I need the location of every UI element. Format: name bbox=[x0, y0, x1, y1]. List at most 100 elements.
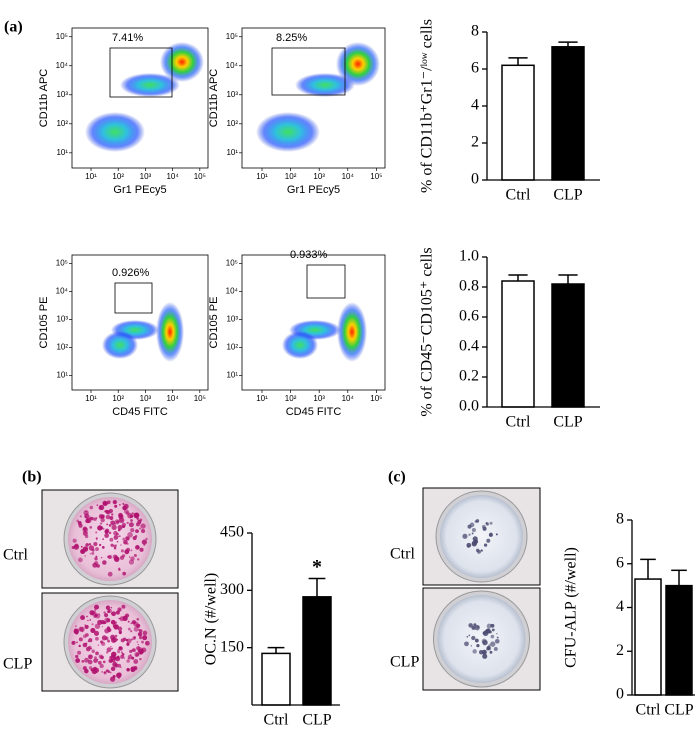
stain bbox=[471, 527, 476, 533]
stain bbox=[484, 630, 486, 632]
y-tick-label: 6 bbox=[616, 554, 624, 571]
stain bbox=[87, 659, 93, 665]
bar bbox=[634, 578, 662, 696]
event-cloud bbox=[156, 302, 184, 362]
stain bbox=[77, 650, 82, 655]
stain bbox=[134, 535, 138, 538]
stain bbox=[118, 517, 125, 524]
y-tick-label: 4 bbox=[616, 598, 624, 615]
photo-label: CLP bbox=[390, 654, 419, 671]
stain bbox=[120, 638, 125, 643]
stain bbox=[95, 636, 99, 641]
stain bbox=[115, 656, 121, 662]
stain bbox=[86, 615, 88, 618]
photo-label: CLP bbox=[3, 656, 32, 673]
stain bbox=[92, 562, 98, 568]
annotation: * bbox=[312, 556, 322, 578]
stain bbox=[102, 560, 107, 565]
stain bbox=[101, 626, 103, 628]
stain bbox=[130, 549, 133, 552]
stain bbox=[110, 543, 114, 547]
stain bbox=[119, 555, 125, 560]
stain bbox=[127, 620, 130, 623]
stain bbox=[89, 610, 95, 616]
stain bbox=[111, 647, 113, 650]
stain bbox=[139, 547, 144, 552]
stain bbox=[112, 659, 116, 663]
stain bbox=[143, 544, 146, 547]
stain bbox=[112, 499, 117, 505]
photo-label: Ctrl bbox=[3, 547, 28, 564]
stain bbox=[123, 540, 128, 545]
stain bbox=[474, 625, 480, 631]
stain bbox=[95, 547, 99, 551]
x-axis-label: Gr1 PEcy5 bbox=[113, 184, 166, 196]
stain bbox=[84, 657, 89, 663]
stain bbox=[76, 519, 79, 523]
stain bbox=[109, 516, 114, 520]
stain bbox=[110, 645, 112, 648]
y-axis-label: CD11b APC bbox=[208, 69, 220, 128]
stain bbox=[135, 646, 140, 651]
x-tick-label: 10² bbox=[285, 172, 297, 181]
stain bbox=[136, 617, 140, 621]
stain bbox=[125, 536, 130, 541]
dish bbox=[437, 595, 526, 683]
stain bbox=[95, 651, 99, 656]
x-tick-label: 10² bbox=[112, 172, 124, 181]
stain bbox=[95, 537, 98, 540]
x-tick-label: 10¹ bbox=[85, 172, 97, 181]
stain bbox=[476, 644, 480, 648]
stain bbox=[94, 557, 98, 561]
stain bbox=[137, 632, 143, 637]
stain bbox=[102, 538, 104, 540]
stain bbox=[112, 636, 118, 643]
stain bbox=[110, 654, 116, 661]
x-tick-label: 10³ bbox=[140, 172, 152, 181]
stain bbox=[76, 641, 78, 644]
stain bbox=[133, 553, 137, 557]
stain bbox=[85, 516, 88, 519]
x-tick-label: 10⁵ bbox=[194, 172, 206, 181]
y-tick-label: 2 bbox=[616, 642, 624, 659]
event-cloud bbox=[282, 331, 318, 359]
stain bbox=[116, 638, 119, 641]
x-tick-label: CLP bbox=[553, 414, 582, 431]
stain bbox=[470, 645, 472, 647]
stain bbox=[130, 556, 135, 561]
stain bbox=[113, 535, 119, 540]
flow-plot: 0.926% 10¹ 10² 10³ 10⁴ 10⁵ 10¹ 10² 10³ 10⁴ 10⁵ CD45… bbox=[38, 254, 209, 418]
stain bbox=[130, 638, 133, 641]
stain bbox=[85, 642, 88, 645]
stain bbox=[93, 656, 97, 660]
stain bbox=[139, 527, 142, 530]
stain bbox=[91, 551, 95, 555]
stain bbox=[480, 549, 483, 552]
y-tick-label: 10¹ bbox=[226, 370, 238, 379]
bar bbox=[551, 46, 585, 181]
stain bbox=[85, 543, 89, 547]
stain bbox=[486, 647, 490, 651]
stain bbox=[466, 545, 470, 548]
stain bbox=[121, 604, 126, 609]
y-tick-label: 10³ bbox=[226, 90, 238, 99]
stain bbox=[114, 663, 119, 668]
stain bbox=[111, 513, 114, 516]
stain bbox=[122, 502, 125, 505]
stain bbox=[485, 522, 489, 526]
y-tick-label: 10⁵ bbox=[226, 259, 238, 268]
stain bbox=[141, 640, 145, 644]
stain bbox=[110, 520, 116, 526]
y-tick-label: 10⁵ bbox=[56, 259, 68, 268]
gate-label: 8.25% bbox=[276, 32, 307, 44]
x-tick-label: Ctrl bbox=[506, 414, 531, 431]
stain bbox=[142, 635, 148, 641]
stain bbox=[106, 523, 109, 526]
gate bbox=[306, 264, 346, 299]
stain bbox=[100, 619, 105, 625]
stain bbox=[95, 531, 98, 534]
stain bbox=[119, 503, 121, 506]
stain bbox=[482, 653, 488, 659]
stain bbox=[96, 607, 98, 609]
stain bbox=[117, 650, 121, 654]
